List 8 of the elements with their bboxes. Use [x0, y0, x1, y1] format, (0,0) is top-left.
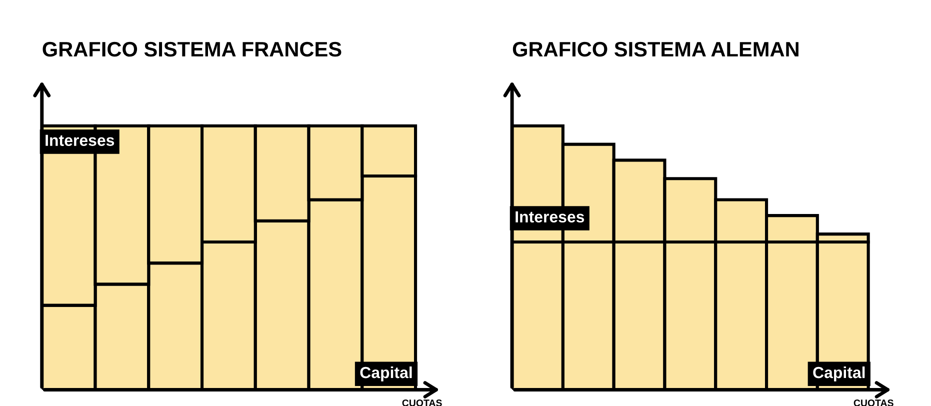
chart-title: GRAFICO SISTEMA FRANCES: [42, 42, 342, 57]
series-label: Intereses: [46, 134, 114, 146]
series-label: Intereses: [516, 211, 584, 223]
chart-title: GRAFICO SISTEMA ALEMAN: [512, 42, 798, 57]
x-axis-title: CUOTAS: [854, 400, 894, 406]
series-label: Capital: [360, 366, 412, 382]
x-axis-title: CUOTAS: [402, 400, 442, 406]
series-label: Capital: [813, 366, 865, 382]
